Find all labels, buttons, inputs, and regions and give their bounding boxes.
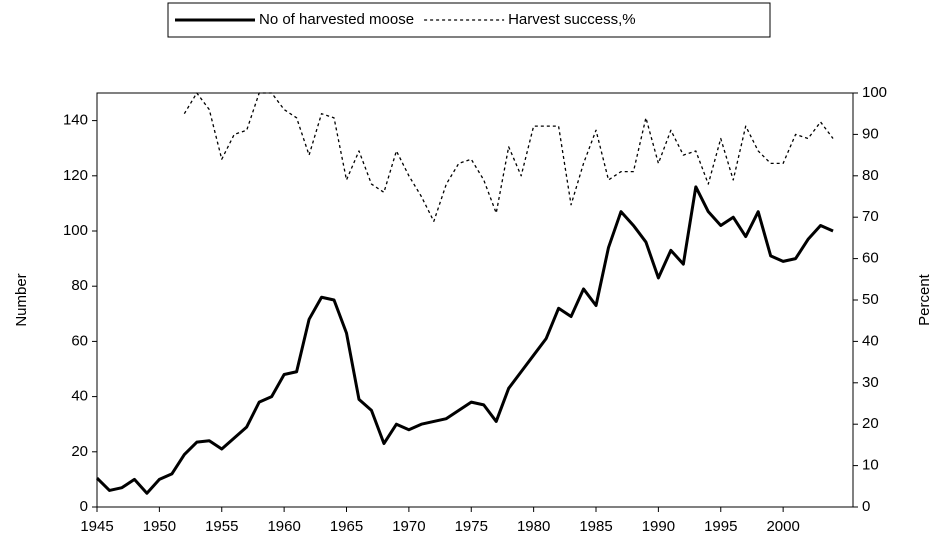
- legend-label: Harvest success,%: [508, 11, 636, 28]
- y2-tick-label: 40: [862, 332, 879, 349]
- y2-tick-label: 100: [862, 84, 887, 101]
- y-tick-label: 140: [63, 112, 88, 129]
- y2-tick-label: 20: [862, 415, 879, 432]
- x-tick-label: 1960: [267, 518, 300, 535]
- y-tick-label: 20: [71, 443, 88, 460]
- y2-tick-label: 30: [862, 374, 879, 391]
- y2-tick-label: 0: [862, 498, 870, 515]
- x-tick-label: 1955: [205, 518, 238, 535]
- y2-axis-label: Percent: [916, 273, 933, 326]
- y-tick-label: 80: [71, 277, 88, 294]
- x-tick-label: 1980: [517, 518, 550, 535]
- y-tick-label: 100: [63, 222, 88, 239]
- y-tick-label: 40: [71, 388, 88, 405]
- y-tick-label: 0: [80, 498, 88, 515]
- x-tick-label: 1990: [642, 518, 675, 535]
- y2-tick-label: 10: [862, 457, 879, 474]
- series-line: [95, 185, 834, 495]
- y-tick-label: 60: [71, 332, 88, 349]
- y2-tick-label: 50: [862, 291, 879, 308]
- x-tick-label: 1985: [579, 518, 612, 535]
- y2-tick-label: 60: [862, 250, 879, 267]
- y-tick-label: 120: [63, 167, 88, 184]
- x-tick-label: 1970: [392, 518, 425, 535]
- x-tick-label: 1975: [455, 518, 488, 535]
- x-tick-label: 1950: [143, 518, 176, 535]
- y2-tick-label: 80: [862, 167, 879, 184]
- legend-label: No of harvested moose: [259, 11, 414, 28]
- x-tick-label: 1945: [80, 518, 113, 535]
- series-line: [183, 92, 834, 222]
- y2-tick-label: 90: [862, 125, 879, 142]
- x-tick-label: 1995: [704, 518, 737, 535]
- y-axis-label: Number: [13, 273, 30, 326]
- x-tick-label: 2000: [766, 518, 799, 535]
- y2-tick-label: 70: [862, 208, 879, 225]
- x-tick-label: 1965: [330, 518, 363, 535]
- legend-box: [167, 2, 771, 38]
